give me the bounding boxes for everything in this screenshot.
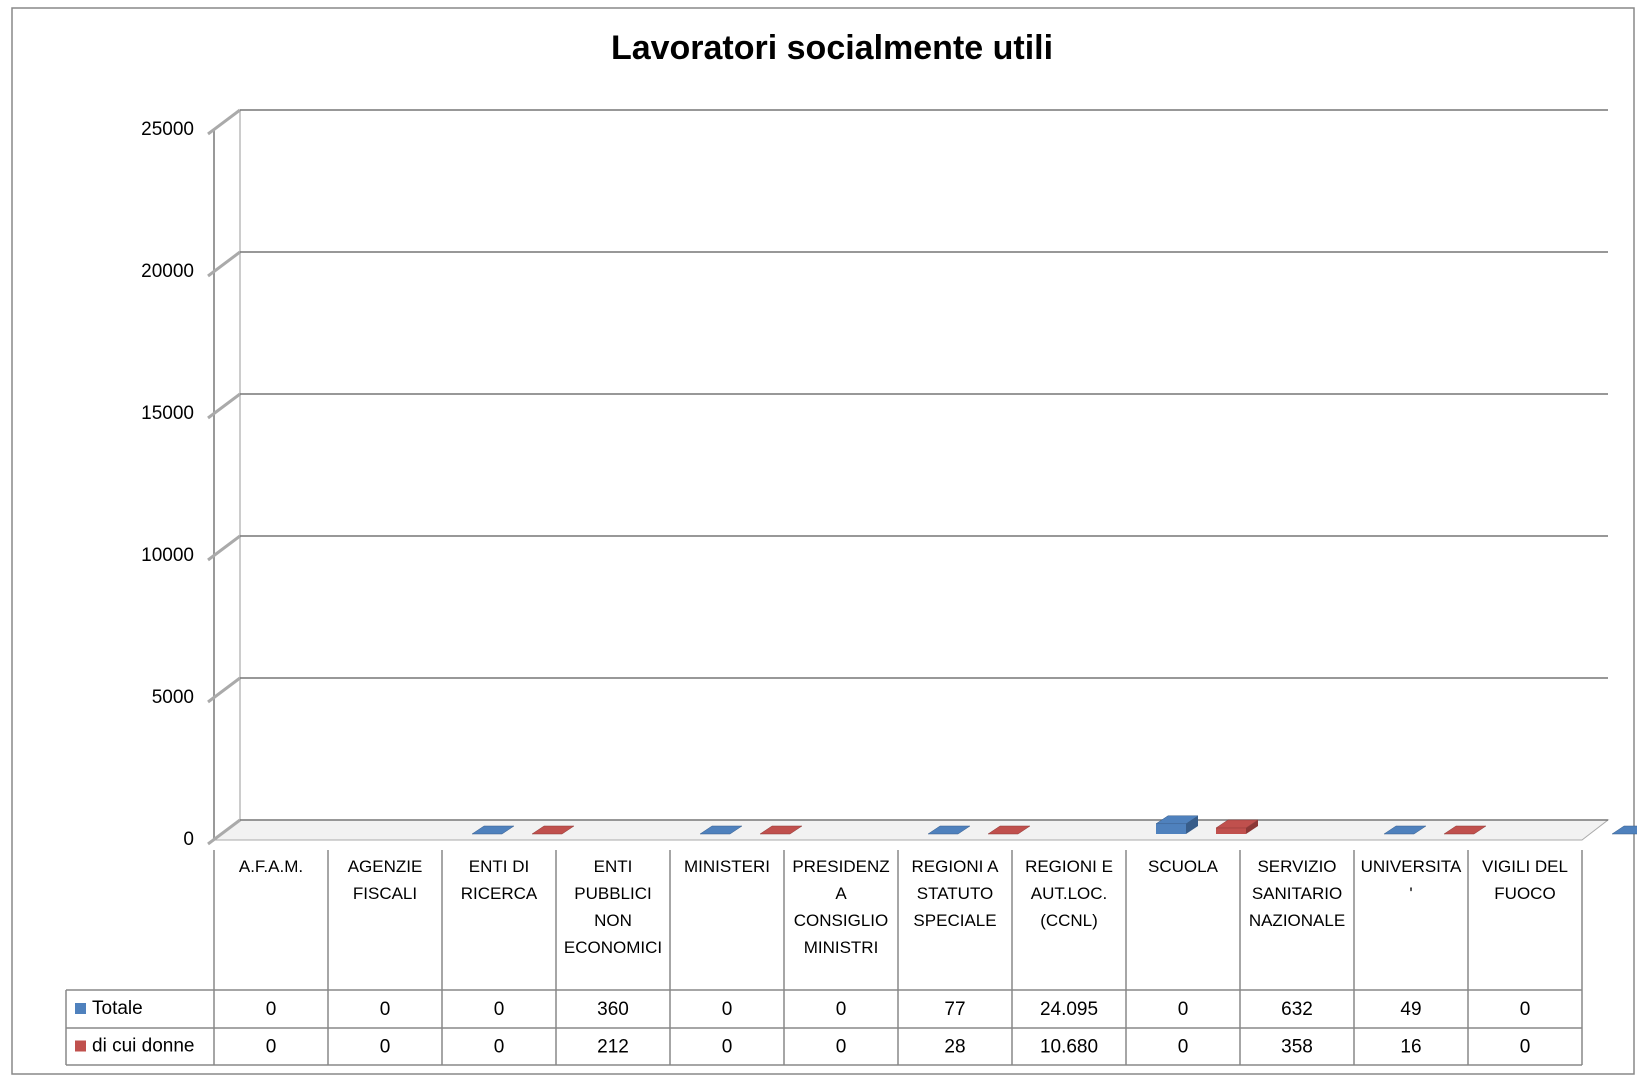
x-tick-label: ENTI DI RICERCA bbox=[460, 857, 538, 903]
legend-label: di cui donne bbox=[92, 1036, 194, 1057]
bar bbox=[1215, 819, 1259, 834]
table-cell: 358 bbox=[1281, 1037, 1313, 1058]
bar-front bbox=[1156, 823, 1186, 834]
bar-side bbox=[1186, 815, 1198, 834]
bar bbox=[1155, 815, 1199, 834]
y-tick-label: 25000 bbox=[141, 119, 194, 140]
table-cell: 0 bbox=[836, 1037, 847, 1058]
x-tick-label: SCUOLA bbox=[1148, 857, 1218, 876]
bar bbox=[471, 825, 515, 835]
tick-mark bbox=[207, 250, 241, 278]
x-tick-label: REGIONI A STATUTO SPECIALE bbox=[911, 857, 999, 930]
x-tick-label-box: SCUOLA bbox=[1148, 857, 1218, 876]
tick-mark bbox=[207, 818, 241, 846]
table-cell: 0 bbox=[494, 1037, 505, 1058]
x-tick-label: SERVIZIO SANITARIO NAZIONALE bbox=[1248, 857, 1346, 930]
x-tick-label-box: REGIONI E AUT.LOC. (CCNL) bbox=[1025, 857, 1113, 930]
chart-title: Lavoratori socialmente utili bbox=[611, 29, 1053, 67]
table-cell: 0 bbox=[722, 1037, 733, 1058]
table-cell: 0 bbox=[494, 999, 505, 1020]
bar bbox=[927, 825, 971, 835]
table-cell: 0 bbox=[380, 1037, 391, 1058]
table-cell: 16 bbox=[1400, 1037, 1421, 1058]
table-cell: 0 bbox=[1178, 999, 1189, 1020]
y-tick-label: 15000 bbox=[141, 403, 194, 424]
y-tick-label: 0 bbox=[183, 829, 194, 850]
bar-side bbox=[1246, 819, 1258, 834]
bar bbox=[987, 825, 1031, 835]
y-tick-label: 5000 bbox=[152, 687, 194, 708]
tick-mark bbox=[207, 108, 241, 136]
legend-swatch bbox=[75, 1003, 86, 1014]
table-cell: 77 bbox=[944, 999, 965, 1020]
x-tick-label-box: ENTI PUBBLICI NON ECONOMICI bbox=[563, 857, 663, 957]
legend-label: Totale bbox=[92, 998, 143, 1019]
x-tick-label-box: UNIVERSITA' bbox=[1360, 857, 1462, 903]
table-cell: 0 bbox=[1520, 1037, 1531, 1058]
x-tick-label-box: PRESIDENZA CONSIGLIO MINISTRI bbox=[792, 857, 890, 957]
x-tick-label: UNIVERSITA' bbox=[1360, 857, 1462, 903]
x-tick-label: MINISTERI bbox=[684, 857, 770, 876]
bar bbox=[1611, 825, 1637, 835]
x-tick-label-box: ENTI DI RICERCA bbox=[460, 857, 538, 903]
table-cell: 0 bbox=[722, 999, 733, 1020]
table-cell: 0 bbox=[1520, 999, 1531, 1020]
table-cell: 0 bbox=[1178, 1037, 1189, 1058]
tick-mark bbox=[207, 392, 241, 420]
x-tick-label-box: VIGILI DEL FUOCO bbox=[1482, 857, 1568, 903]
x-tick-label-box: A.F.A.M. bbox=[238, 857, 304, 876]
bar bbox=[1443, 825, 1487, 835]
x-tick-label-box: SERVIZIO SANITARIO NAZIONALE bbox=[1248, 857, 1346, 930]
table-cell: 10.680 bbox=[1040, 1037, 1098, 1058]
x-tick-label-box: REGIONI A STATUTO SPECIALE bbox=[911, 857, 999, 930]
bar bbox=[531, 825, 575, 835]
legend-swatch bbox=[75, 1040, 86, 1052]
bar-front bbox=[1216, 827, 1246, 834]
table-cell: 0 bbox=[266, 1037, 277, 1058]
table-cell: 49 bbox=[1400, 999, 1421, 1020]
bar bbox=[699, 825, 743, 835]
table-cell: 360 bbox=[597, 999, 629, 1020]
x-tick-label: REGIONI E AUT.LOC. (CCNL) bbox=[1025, 857, 1113, 930]
tick-mark bbox=[207, 676, 241, 704]
bar bbox=[1383, 825, 1427, 835]
bar-top bbox=[1611, 825, 1637, 835]
x-tick-label: ENTI PUBBLICI NON ECONOMICI bbox=[563, 857, 663, 957]
x-tick-label: AGENZIE FISCALI bbox=[347, 857, 423, 903]
x-tick-label: VIGILI DEL FUOCO bbox=[1482, 857, 1568, 903]
table-cell: 212 bbox=[597, 1037, 629, 1058]
table-cell: 0 bbox=[380, 999, 391, 1020]
x-tick-label: PRESIDENZA CONSIGLIO MINISTRI bbox=[792, 857, 890, 957]
tick-mark bbox=[207, 534, 241, 562]
x-tick-label-box: AGENZIE FISCALI bbox=[347, 857, 423, 903]
table-cell: 0 bbox=[266, 999, 277, 1020]
y-tick-label: 20000 bbox=[141, 261, 194, 282]
table-cell: 632 bbox=[1281, 999, 1313, 1020]
bar bbox=[759, 825, 803, 835]
table-cell: 28 bbox=[944, 1037, 965, 1058]
x-tick-label: A.F.A.M. bbox=[238, 857, 304, 876]
x-tick-label-box: MINISTERI bbox=[684, 857, 770, 876]
table-cell: 0 bbox=[836, 999, 847, 1020]
y-tick-label: 10000 bbox=[141, 545, 194, 566]
table-cell: 24.095 bbox=[1040, 999, 1098, 1020]
chart-frame bbox=[11, 7, 1635, 1075]
